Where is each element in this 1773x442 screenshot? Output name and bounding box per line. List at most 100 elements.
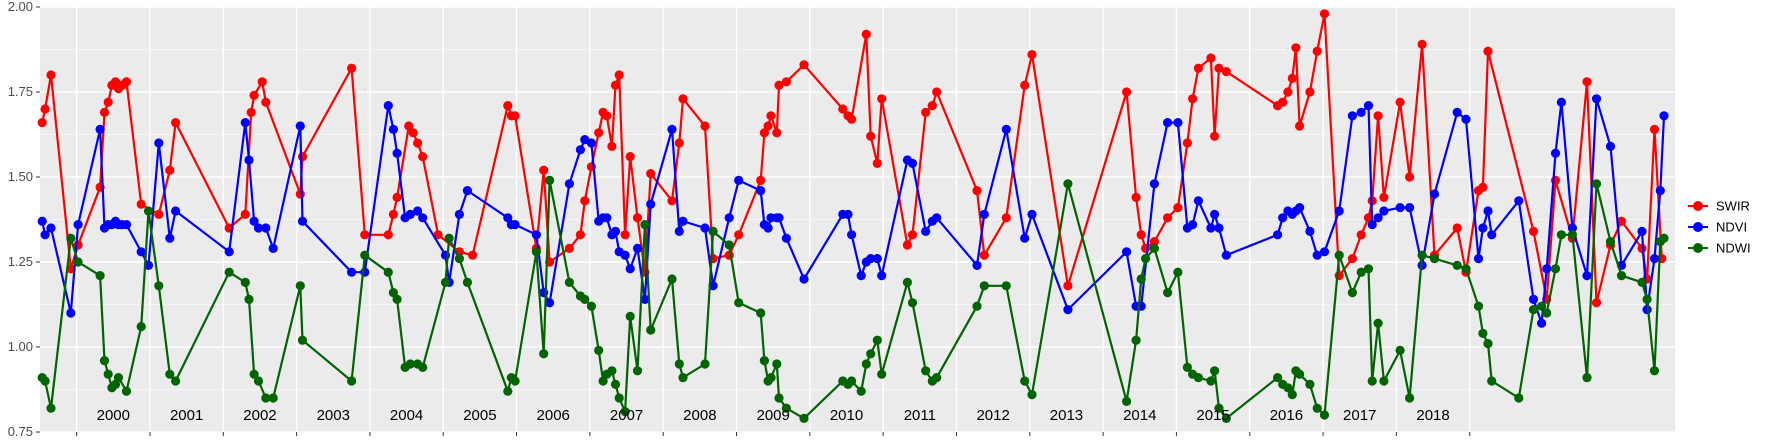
swir-point (383, 230, 393, 240)
swir-point (1347, 254, 1357, 264)
swir-point (872, 158, 882, 168)
ndvi-point (1514, 196, 1524, 206)
data-series (37, 9, 1669, 423)
ndwi-point (856, 386, 866, 396)
ndwi-point (392, 294, 402, 304)
year-label-2008: 2008 (683, 407, 716, 424)
ndvi-point (1356, 107, 1366, 117)
ndvi-point (640, 294, 650, 304)
ndwi-point (700, 359, 710, 369)
ndwi-point (1395, 345, 1405, 355)
ndvi-point (1473, 254, 1484, 264)
ndwi-point (1642, 294, 1652, 304)
ndvi-point (1149, 179, 1159, 189)
swir-point (1405, 172, 1415, 182)
ndwi-point (1514, 393, 1524, 403)
ndvi-point (586, 138, 597, 148)
ndvi-point (1649, 254, 1660, 264)
ndvi-point (1363, 101, 1374, 111)
ndvi-point (1550, 148, 1561, 158)
year-label-2005: 2005 (463, 407, 496, 424)
ndwi-point (1206, 376, 1216, 386)
swir-point (766, 111, 776, 121)
ndvi-point (1478, 223, 1488, 233)
ndwi-point (1473, 301, 1484, 311)
swir-point (1278, 97, 1288, 107)
ndvi-point (1001, 124, 1011, 134)
swir-point (418, 152, 428, 162)
swir-point (295, 189, 305, 199)
ndwi-point (1141, 254, 1151, 264)
ndwi-point (165, 369, 175, 379)
ndwi-point (113, 373, 124, 383)
y-tick-label: 1.25 (8, 254, 33, 269)
ndwi-point (297, 335, 308, 345)
swir-point (625, 152, 635, 162)
swir-point (1214, 63, 1224, 73)
ndwi-point (103, 369, 113, 379)
swir-point (1356, 230, 1366, 240)
ndwi-point (625, 311, 635, 321)
ndwi-point (1347, 288, 1357, 298)
swir-point (404, 121, 414, 131)
ndvi-point (625, 264, 635, 274)
swir-point (413, 138, 423, 148)
ndvi-point (1273, 230, 1283, 240)
ndvi-point (454, 209, 464, 219)
ndvi-point (1528, 294, 1539, 304)
ndvi-point (531, 230, 542, 240)
swir-point (1122, 87, 1132, 97)
ndwi-point (1356, 267, 1366, 277)
legend-key-marker (1693, 201, 1703, 211)
swir-point (40, 104, 50, 114)
ndwi-point (1417, 250, 1427, 260)
year-label-2015: 2015 (1196, 407, 1229, 424)
swir-point (1131, 192, 1141, 202)
ndwi-point (347, 376, 357, 386)
ndwi-point (1163, 288, 1173, 298)
ndwi-point (640, 220, 650, 230)
ndwi-point (136, 322, 146, 332)
swir-point (907, 230, 918, 240)
swir-point (539, 165, 549, 175)
swir-point (1591, 298, 1602, 308)
ndwi-point (46, 403, 56, 413)
y-tick-label: 1.75 (8, 84, 33, 99)
swir-point (772, 128, 782, 138)
ndvi-point (763, 223, 773, 233)
ndwi-point (99, 356, 110, 366)
ndwi-point (580, 294, 590, 304)
ndwi-point (73, 257, 83, 267)
ndwi-point (861, 359, 871, 369)
ndvi-point (1278, 213, 1288, 223)
swir-point (297, 152, 308, 162)
ndwi-point (598, 376, 608, 386)
swir-point (1417, 39, 1427, 50)
ndvi-point (1483, 206, 1493, 216)
ndvi-point (268, 243, 278, 253)
swir-point (257, 77, 267, 87)
ndvi-point (1020, 233, 1030, 243)
ndwi-point (1020, 376, 1030, 386)
year-label-2009: 2009 (756, 407, 789, 424)
ndwi-point (632, 366, 643, 376)
ndwi-point (1528, 305, 1539, 315)
ndvi-point (1367, 220, 1377, 230)
legend-item-ndwi: NDWI (1688, 241, 1751, 256)
ndvi-point (1063, 305, 1073, 315)
swir-point (1363, 213, 1374, 223)
swir-point (1188, 94, 1198, 104)
ndwi-point (539, 349, 549, 359)
swir-point (866, 131, 876, 141)
ndwi-point (295, 281, 305, 291)
swir-point (861, 29, 871, 39)
ndvi-point (1487, 230, 1497, 240)
swir-point (932, 87, 942, 97)
swir-point (774, 80, 784, 90)
y-tick-label: 0.75 (8, 424, 33, 439)
ndwi-point (1319, 410, 1330, 420)
ndvi-point (413, 206, 423, 216)
ndwi-point (249, 369, 259, 379)
ndwi-point (462, 277, 472, 287)
ndvi-point (866, 254, 876, 264)
